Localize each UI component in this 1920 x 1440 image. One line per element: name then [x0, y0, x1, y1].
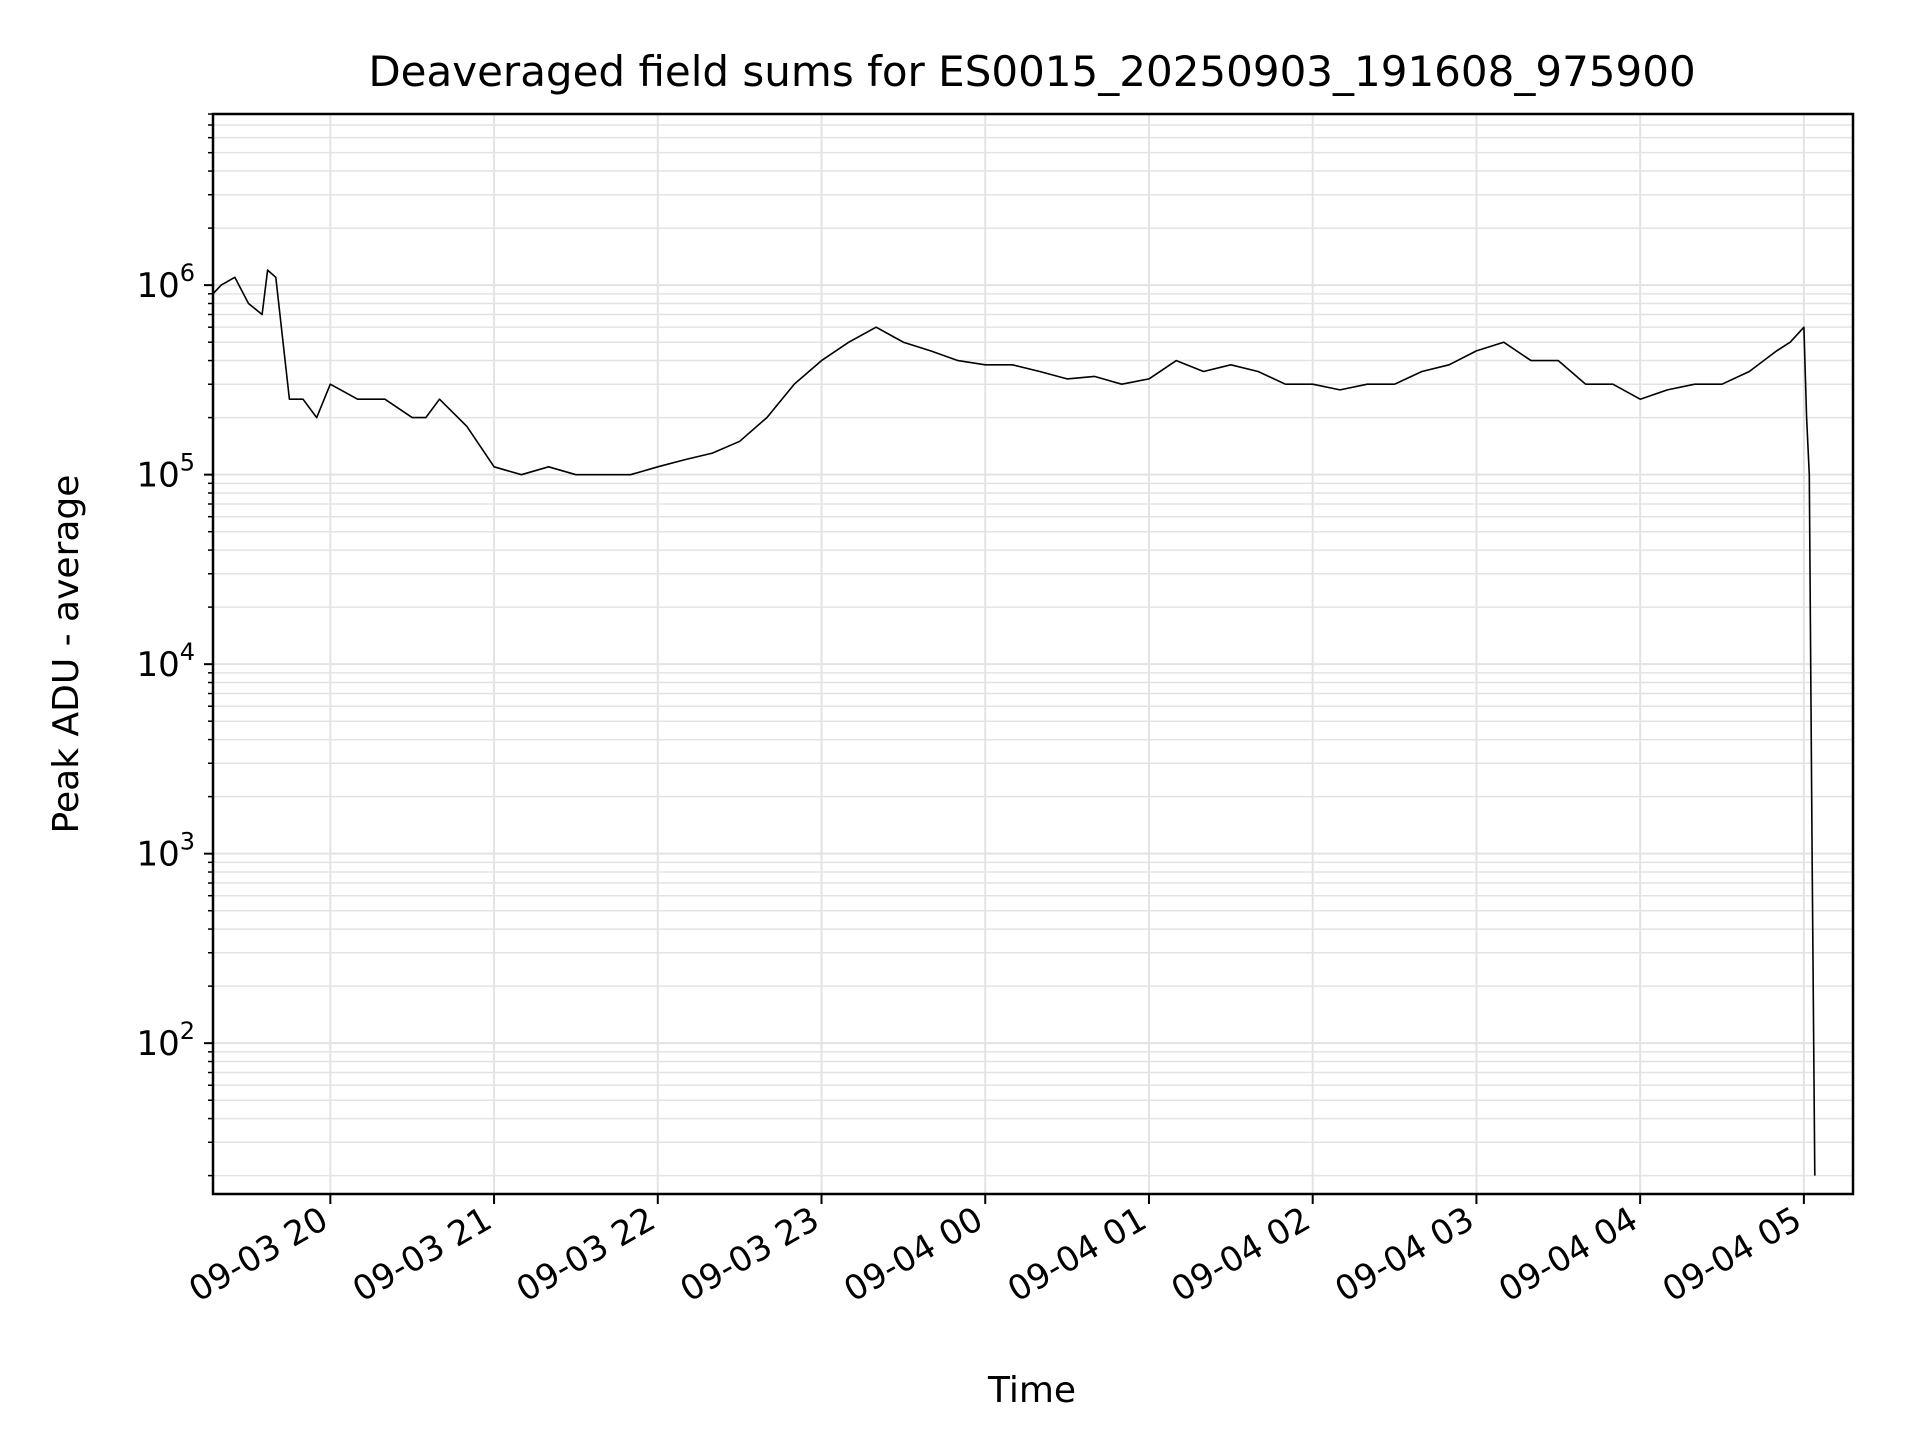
chart-title: Deaveraged field sums for ES0015_2025090…	[368, 47, 1695, 96]
y-tick-label: 106	[136, 259, 195, 306]
y-axis-label: Peak ADU - average	[46, 475, 87, 834]
plot-frame	[211, 112, 1855, 1196]
y-tick-label: 102	[136, 1017, 195, 1064]
series-line	[212, 269, 1816, 1176]
x-axis-label: Time	[987, 1370, 1076, 1411]
data-layer	[212, 269, 1816, 1176]
y-tick-label: 105	[136, 449, 195, 496]
y-tick-label: 104	[136, 638, 195, 685]
y-axis: 102 103 104 105 106	[136, 113, 213, 1177]
y-tick-label: 103	[136, 828, 195, 875]
grid-layer	[213, 113, 1853, 1194]
